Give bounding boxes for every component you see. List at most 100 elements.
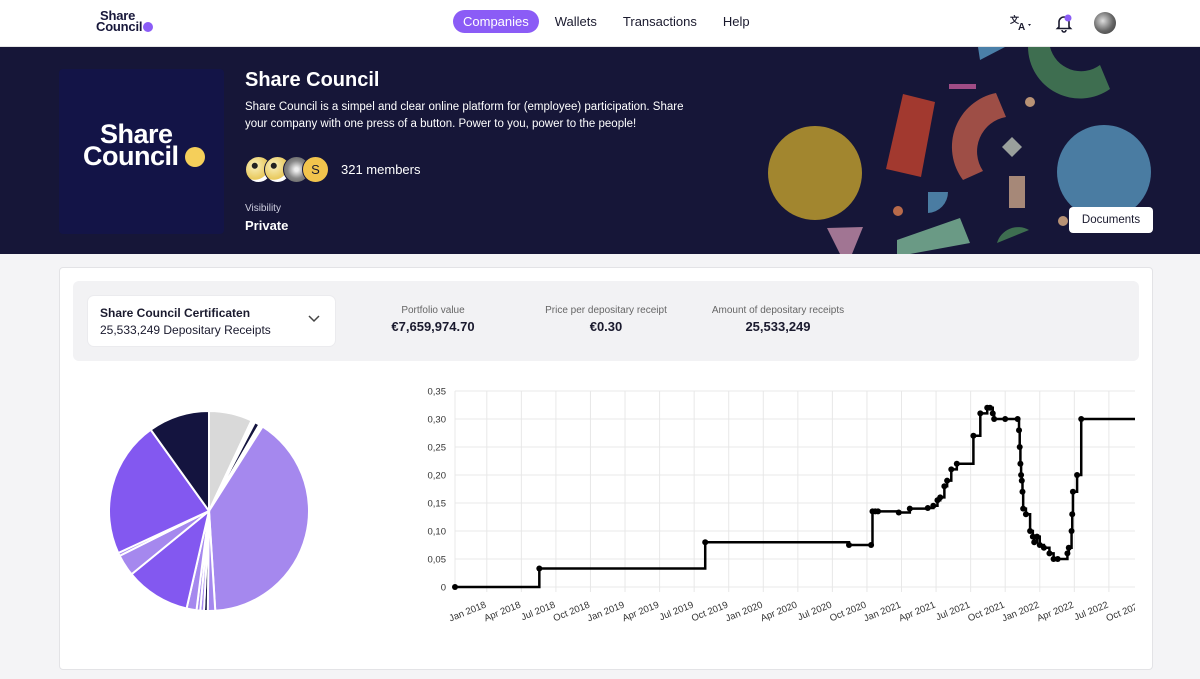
pie-slice[interactable] bbox=[149, 409, 210, 515]
price-data-point[interactable] bbox=[1022, 511, 1029, 518]
x-tick-label: Oct 2020 bbox=[828, 600, 868, 625]
price-data-point[interactable] bbox=[1040, 544, 1047, 551]
main-nav: Companies Wallets Transactions Help bbox=[453, 10, 766, 33]
nav-companies[interactable]: Companies bbox=[453, 10, 539, 33]
y-tick-label: 0,20 bbox=[428, 471, 447, 482]
y-tick-label: 0,35 bbox=[428, 388, 447, 398]
price-data-point[interactable] bbox=[1074, 472, 1081, 478]
x-tick-label: Jul 2021 bbox=[934, 600, 971, 624]
price-data-point[interactable] bbox=[452, 584, 458, 590]
price-data-point[interactable] bbox=[1029, 533, 1036, 540]
price-data-point[interactable] bbox=[1068, 528, 1075, 534]
user-avatar[interactable] bbox=[1094, 12, 1116, 34]
price-data-point[interactable] bbox=[1065, 544, 1072, 551]
member-avatar: S bbox=[302, 156, 329, 183]
price-data-point[interactable] bbox=[937, 494, 944, 501]
price-data-point[interactable] bbox=[1014, 416, 1021, 422]
price-data-point[interactable] bbox=[953, 460, 960, 467]
price-stat: Price per depositary receipt €0.30 bbox=[533, 305, 679, 334]
price-data-point[interactable] bbox=[991, 416, 998, 422]
share-class-name: Share Council Certificaten bbox=[100, 306, 251, 320]
logo-dot-icon bbox=[184, 147, 205, 167]
ownership-pie-chart bbox=[108, 409, 310, 613]
x-tick-label: Apr 2018 bbox=[483, 600, 523, 625]
x-tick-label: Jul 2022 bbox=[1073, 600, 1110, 624]
price-data-point[interactable] bbox=[906, 505, 913, 512]
price-data-point[interactable] bbox=[948, 466, 955, 473]
company-hero: Share Council Share Council Share Council… bbox=[0, 47, 1200, 254]
stat-label: Amount of depositary receipts bbox=[711, 305, 845, 316]
price-data-point[interactable] bbox=[1078, 416, 1085, 422]
x-tick-label: Jan 2019 bbox=[586, 600, 626, 625]
chevron-down-icon bbox=[308, 315, 320, 323]
price-data-point[interactable] bbox=[924, 505, 931, 512]
price-data-point[interactable] bbox=[1046, 550, 1053, 557]
company-title: Share Council bbox=[245, 69, 380, 91]
price-data-point[interactable] bbox=[875, 508, 882, 515]
price-data-point[interactable] bbox=[970, 432, 977, 439]
x-tick-label: Oct 2021 bbox=[966, 600, 1006, 625]
company-logo-line2: Council bbox=[83, 141, 179, 171]
members-group[interactable]: S 321 members bbox=[245, 156, 420, 183]
logo-dot-icon bbox=[143, 22, 154, 32]
price-data-point[interactable] bbox=[977, 410, 984, 417]
price-data-point[interactable] bbox=[895, 509, 902, 516]
visibility-value: Private bbox=[245, 218, 289, 233]
share-class-selector[interactable]: Share Council Certificaten 25,533,249 De… bbox=[88, 296, 335, 346]
x-tick-label: Apr 2020 bbox=[759, 600, 799, 625]
price-data-point[interactable] bbox=[1031, 539, 1038, 546]
price-data-point[interactable] bbox=[868, 542, 875, 548]
price-data-point[interactable] bbox=[1018, 477, 1025, 484]
portfolio-value-stat: Portfolio value €7,659,974.70 bbox=[373, 305, 493, 334]
price-data-point[interactable] bbox=[941, 483, 948, 490]
x-tick-label: Jul 2019 bbox=[658, 600, 695, 624]
x-tick-label: Jul 2018 bbox=[520, 600, 557, 624]
app-logo[interactable]: Share Council bbox=[96, 8, 154, 34]
price-data-point[interactable] bbox=[1033, 533, 1040, 540]
documents-button[interactable]: Documents bbox=[1069, 207, 1153, 233]
price-data-point[interactable] bbox=[1016, 427, 1023, 434]
price-data-point[interactable] bbox=[1069, 511, 1076, 518]
price-data-point[interactable] bbox=[1017, 460, 1024, 467]
price-data-point[interactable] bbox=[1027, 528, 1034, 534]
logo-line1: Share bbox=[100, 8, 136, 23]
price-data-point[interactable] bbox=[845, 542, 852, 548]
x-tick-label: Apr 2019 bbox=[621, 600, 661, 625]
pie-slice[interactable] bbox=[108, 428, 211, 555]
price-data-point[interactable] bbox=[536, 565, 543, 572]
price-data-point[interactable] bbox=[1054, 556, 1061, 562]
nav-help[interactable]: Help bbox=[722, 14, 750, 29]
price-data-point[interactable] bbox=[1016, 444, 1023, 450]
price-data-point[interactable] bbox=[986, 404, 993, 411]
price-data-point[interactable] bbox=[1019, 488, 1026, 495]
y-tick-label: 0,25 bbox=[428, 443, 447, 454]
share-class-subtitle: 25,533,249 Depositary Receipts bbox=[100, 323, 271, 337]
x-tick-label: Apr 2022 bbox=[1036, 600, 1076, 625]
svg-text:文: 文 bbox=[1010, 15, 1020, 25]
pie-slice[interactable] bbox=[207, 425, 310, 612]
price-data-point[interactable] bbox=[1069, 488, 1076, 495]
stat-value: €0.30 bbox=[589, 319, 623, 334]
nav-transactions[interactable]: Transactions bbox=[622, 14, 697, 29]
price-data-point[interactable] bbox=[989, 410, 996, 417]
price-data-point[interactable] bbox=[1020, 505, 1027, 512]
decorative-shapes bbox=[768, 47, 1151, 254]
x-tick-label: Jan 2022 bbox=[1001, 600, 1041, 625]
price-data-point[interactable] bbox=[702, 539, 709, 546]
price-data-point[interactable] bbox=[1018, 472, 1025, 478]
stat-label: Portfolio value bbox=[401, 305, 465, 316]
price-data-point[interactable] bbox=[1002, 416, 1009, 422]
bell-icon[interactable] bbox=[1052, 11, 1076, 35]
y-tick-label: 0,15 bbox=[428, 499, 447, 510]
nav-wallets[interactable]: Wallets bbox=[554, 14, 597, 29]
portfolio-summary: Share Council Certificaten 25,533,249 De… bbox=[73, 281, 1139, 361]
price-data-point[interactable] bbox=[930, 502, 937, 509]
price-data-point[interactable] bbox=[1050, 556, 1057, 562]
logo-line2: Council bbox=[96, 19, 143, 34]
y-tick-label: 0,30 bbox=[428, 415, 447, 426]
company-logo-line1: Share bbox=[100, 119, 173, 149]
price-data-point[interactable] bbox=[1064, 550, 1071, 557]
price-data-point[interactable] bbox=[944, 477, 951, 484]
